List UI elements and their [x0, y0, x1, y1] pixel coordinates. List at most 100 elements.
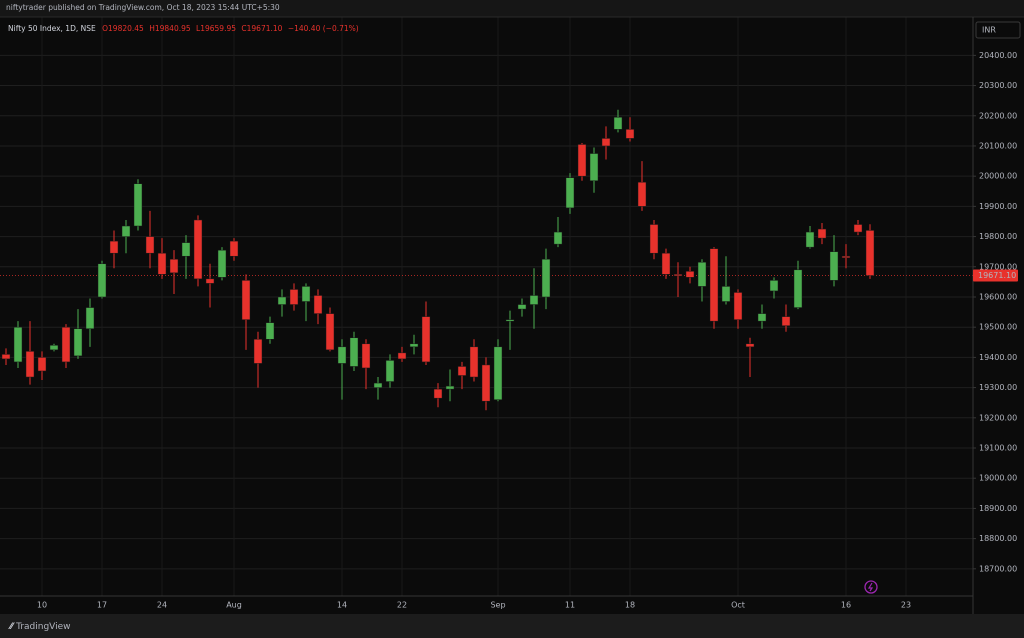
- publisher: niftytrader published on TradingView.com…: [6, 3, 280, 12]
- candle-body: [505, 319, 515, 322]
- y-tick-label: 18700.00: [979, 564, 1017, 573]
- y-tick-label: 20300.00: [979, 81, 1017, 90]
- open-label: O19820.45: [102, 24, 144, 33]
- candle-body: [373, 382, 383, 388]
- candle-body: [445, 385, 455, 390]
- candle-body: [697, 262, 707, 287]
- candle-body: [481, 364, 491, 402]
- candle-body: [517, 304, 527, 310]
- x-tick-label: 16: [841, 601, 851, 610]
- y-tick-label: 19700.00: [979, 262, 1017, 271]
- candle-body: [109, 240, 119, 254]
- candle-body: [565, 177, 575, 209]
- candle-body: [637, 181, 647, 207]
- candle-body: [73, 328, 83, 357]
- y-tick-label: 20400.00: [979, 51, 1017, 60]
- candle-body: [397, 352, 407, 360]
- y-tick-label: 20100.00: [979, 141, 1017, 150]
- x-tick-label: Sep: [490, 601, 505, 610]
- high-label: H19840.95: [149, 24, 191, 33]
- candle-body: [301, 286, 311, 302]
- y-tick-label: 19600.00: [979, 292, 1017, 301]
- candle-body: [685, 271, 695, 278]
- y-tick-label: 20000.00: [979, 172, 1017, 181]
- x-tick-label: 22: [397, 601, 407, 610]
- close-label: C19671.10: [241, 24, 282, 33]
- y-tick-label: 19900.00: [979, 202, 1017, 211]
- candle-body: [661, 252, 671, 275]
- candle-body: [541, 258, 551, 298]
- event-icon: [867, 582, 874, 592]
- candle-body: [97, 263, 107, 298]
- y-tick-label: 19100.00: [979, 444, 1017, 453]
- candle-body: [589, 153, 599, 181]
- candle-body: [649, 224, 659, 254]
- y-tick-label: 19800.00: [979, 232, 1017, 241]
- candle-body: [577, 144, 587, 177]
- y-tick-label: 19000.00: [979, 474, 1017, 483]
- candle-body: [709, 248, 719, 322]
- candle-body: [805, 231, 815, 248]
- top-bar: [0, 0, 1024, 17]
- candle-body: [289, 289, 299, 305]
- candle-body: [85, 307, 95, 329]
- candle-body: [169, 258, 179, 274]
- y-tick-label: 18900.00: [979, 504, 1017, 513]
- candle-body: [157, 252, 167, 275]
- y-tick-label: 20200.00: [979, 111, 1017, 120]
- legend: Nifty 50 Index, 1D, NSE O19820.45 H19840…: [8, 24, 359, 33]
- event-icon[interactable]: [864, 580, 878, 594]
- y-tick-label: 19500.00: [979, 323, 1017, 332]
- y-tick-label: 19400.00: [979, 353, 1017, 362]
- currency: INR: [982, 26, 996, 35]
- candle-body: [769, 280, 779, 292]
- x-tick-label: Aug: [226, 601, 242, 610]
- footer-bar: [0, 614, 1024, 638]
- candle-body: [13, 326, 23, 363]
- y-tick-label: 19200.00: [979, 413, 1017, 422]
- candle-body: [757, 313, 767, 322]
- candle-body: [409, 343, 419, 348]
- candle-body: [781, 316, 791, 326]
- x-tick-label: 11: [565, 601, 575, 610]
- x-tick-label: 14: [337, 601, 347, 610]
- low-label: L19659.95: [196, 24, 236, 33]
- candle-body: [793, 269, 803, 308]
- candle-body: [253, 339, 263, 364]
- candle-body: [229, 240, 239, 257]
- candle-body: [325, 313, 335, 351]
- footer-text: TradingView: [15, 622, 70, 632]
- candle-body: [457, 366, 467, 376]
- candle-body: [721, 286, 731, 302]
- candle-body: [313, 295, 323, 314]
- candle-body: [673, 274, 683, 277]
- candle-body: [625, 129, 635, 139]
- candle-body: [349, 337, 359, 367]
- candle-body: [241, 280, 251, 320]
- x-tick-label: 10: [37, 601, 47, 610]
- price-tag-label: 19671.10: [978, 271, 1016, 280]
- x-tick-label: 23: [901, 601, 911, 610]
- x-tick-label: Oct: [731, 601, 745, 610]
- candles: [1, 109, 875, 411]
- candle-body: [529, 295, 539, 305]
- candle-body: [421, 316, 431, 363]
- candle-body: [493, 346, 503, 400]
- candle-body: [553, 231, 563, 245]
- candle-body: [217, 249, 227, 278]
- candle-body: [25, 351, 35, 378]
- candle-body: [1, 354, 11, 360]
- currency-button[interactable]: [975, 21, 1021, 39]
- candle-body: [133, 183, 143, 227]
- candle-body: [601, 138, 611, 147]
- candle-body: [121, 225, 131, 237]
- footer-logo: ⁄⁄ TradingView: [8, 622, 71, 632]
- candle-body: [277, 296, 287, 305]
- candle-body: [61, 326, 71, 363]
- candle-body: [433, 388, 443, 399]
- price-tag: [973, 269, 1018, 282]
- candle-body: [265, 322, 275, 340]
- candle-body: [337, 346, 347, 364]
- candle-body: [829, 251, 839, 281]
